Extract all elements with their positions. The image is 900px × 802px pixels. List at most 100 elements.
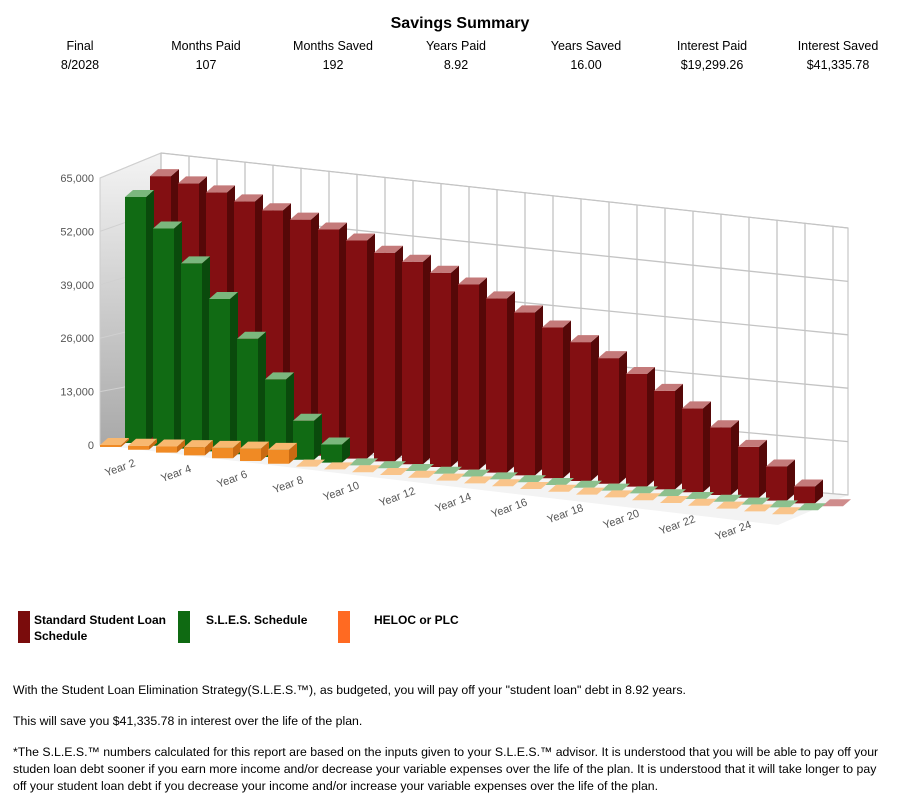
stat-months-paid: Months Paid 107 <box>141 37 271 75</box>
x-tick-label: Year 10 <box>322 480 361 504</box>
stat-interest-paid: Interest Paid $19,299.26 <box>647 37 777 75</box>
stat-months-saved: Months Saved 192 <box>268 37 398 75</box>
bar-front <box>458 284 479 470</box>
stat-label: Months Paid <box>171 39 241 53</box>
bar-top <box>657 489 686 497</box>
x-tick-label: Year 8 <box>271 474 305 496</box>
bar <box>268 442 297 464</box>
legend-swatch-standard <box>18 611 30 643</box>
stat-label: Months Saved <box>293 39 373 53</box>
x-tick-label: Year 4 <box>159 463 193 485</box>
bar <box>570 335 599 481</box>
bar-top <box>492 479 521 487</box>
bar-side <box>339 222 347 456</box>
bar <box>601 483 630 491</box>
bar <box>100 437 129 447</box>
x-tick-label: Year 24 <box>714 519 753 543</box>
bar <box>153 221 182 446</box>
bar <box>688 498 717 506</box>
bar <box>545 478 574 485</box>
bar-front <box>346 240 367 459</box>
bar-top <box>153 221 182 229</box>
bar <box>265 372 294 457</box>
bar-top <box>318 222 347 230</box>
bar-top <box>626 367 655 375</box>
bar-front <box>654 390 675 490</box>
bar-front <box>212 447 233 459</box>
bar-top <box>240 441 269 449</box>
bar-top <box>629 486 658 494</box>
bar-top <box>517 475 546 483</box>
disclaimer: *The S.L.E.S.™ numbers calculated for th… <box>13 745 879 793</box>
stat-label: Years Paid <box>426 39 486 53</box>
bar <box>212 440 241 459</box>
bar-side <box>563 320 571 479</box>
bar-side <box>423 254 431 465</box>
bar-top <box>290 212 319 220</box>
bar-side <box>289 442 297 464</box>
gridline-horizontal <box>160 152 849 229</box>
x-tick-label: Year 18 <box>546 502 585 526</box>
bar-front <box>184 447 205 456</box>
bar <box>156 439 185 453</box>
bar-front <box>626 374 647 487</box>
bar-top <box>408 470 437 478</box>
bar-side <box>759 439 767 498</box>
bar-top <box>150 169 179 177</box>
bar-top <box>601 483 630 491</box>
bar-side <box>177 439 185 453</box>
bar-front <box>125 196 146 443</box>
bar-top <box>181 256 210 264</box>
bar <box>346 233 375 459</box>
bar-top <box>489 472 518 480</box>
bar-top <box>262 203 291 211</box>
x-tick-label: Year 22 <box>658 513 697 537</box>
bar <box>318 222 347 456</box>
bar-side <box>507 291 515 473</box>
bar-front <box>374 252 395 462</box>
bar-side <box>261 441 269 461</box>
bar <box>380 468 409 475</box>
bar-top <box>716 501 745 509</box>
bar-top <box>710 420 739 428</box>
bar-top <box>234 194 263 202</box>
stat-label: Final <box>66 39 94 53</box>
bar-top <box>436 473 465 481</box>
payoff-statement: With the Student Loan Elimination Strate… <box>13 683 686 697</box>
bar-top <box>184 440 213 448</box>
legend-swatch-sles <box>178 611 190 643</box>
bar-front <box>290 219 311 453</box>
bar-top <box>598 351 627 359</box>
bar <box>324 462 353 470</box>
bar-top <box>688 498 717 506</box>
bar-front <box>265 379 286 457</box>
stat-value: $41,335.78 <box>806 58 870 72</box>
bar-front <box>181 263 202 449</box>
stat-label: Interest Paid <box>676 39 748 53</box>
bar <box>769 500 798 508</box>
bar <box>654 383 683 490</box>
bar-top <box>520 482 549 489</box>
bar-top <box>797 503 826 511</box>
bar-front <box>128 445 149 450</box>
stat-value: 192 <box>322 58 344 72</box>
bar-top <box>545 478 574 485</box>
x-tick-label: Year 14 <box>434 491 473 515</box>
stat-years-paid: Years Paid 8.92 <box>391 37 521 75</box>
bar <box>436 473 465 481</box>
bar <box>125 189 154 443</box>
bar-top <box>772 507 801 515</box>
bar-top <box>794 479 823 487</box>
bar-top <box>209 292 238 300</box>
x-tick-label: Year 12 <box>378 485 417 509</box>
bar-top <box>458 277 487 285</box>
bar <box>626 367 655 487</box>
bar-side <box>535 305 543 476</box>
stat-label: Years Saved <box>550 39 622 53</box>
bar-side <box>205 440 213 456</box>
stat-value: 8/2028 <box>60 58 100 72</box>
bar-side <box>815 479 823 504</box>
bar-side <box>233 440 241 459</box>
savings-statement: This will save you $41,335.78 in interes… <box>13 714 363 728</box>
stat-value: 16.00 <box>570 58 602 72</box>
